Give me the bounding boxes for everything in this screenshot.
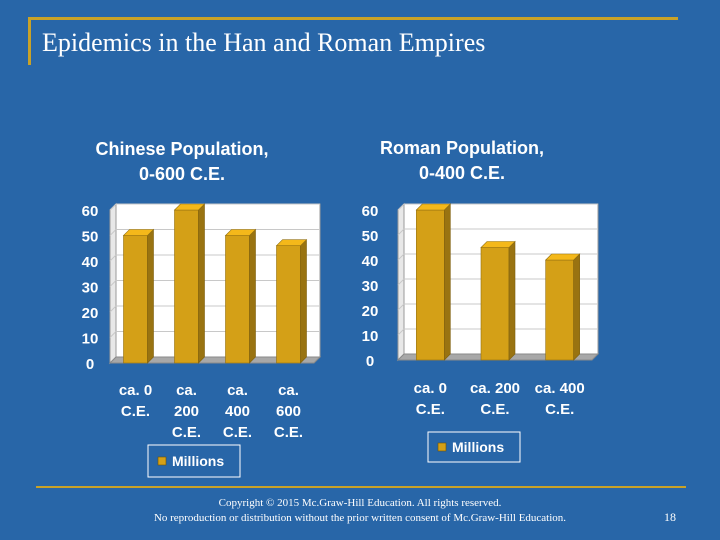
bar-side <box>249 228 256 364</box>
gridline-side <box>109 331 117 338</box>
bar <box>480 247 510 361</box>
gridline-side <box>397 203 405 211</box>
x-tick-label: C.E. <box>416 401 445 418</box>
y-tick-label: 0 <box>366 353 374 370</box>
gridline-side <box>109 203 117 211</box>
chart-title: Chinese Population, <box>95 139 268 159</box>
chart-title: Roman Population, <box>380 138 544 158</box>
bar-side <box>508 240 516 361</box>
copyright-line-1: Copyright © 2015 Mc.Graw-Hill Education.… <box>218 497 502 509</box>
bar <box>225 235 250 364</box>
y-tick-label: 60 <box>362 203 379 220</box>
bar <box>174 209 199 364</box>
y-tick-label: 20 <box>82 305 99 322</box>
legend-swatch <box>157 456 167 466</box>
x-tick-label: C.E. <box>172 424 201 441</box>
x-tick-label: ca. <box>227 382 248 399</box>
bar-side <box>573 253 580 361</box>
title-frame-top <box>28 17 678 20</box>
y-tick-label: 20 <box>362 303 379 320</box>
x-tick-label: C.E. <box>480 401 509 418</box>
gridline-side <box>397 328 405 336</box>
gridline-side <box>397 278 405 286</box>
y-tick-label: 60 <box>82 203 99 220</box>
x-tick-label: ca. <box>278 382 299 399</box>
y-tick-label: 40 <box>362 253 379 270</box>
x-tick-label: ca. <box>176 382 197 399</box>
y-tick-label: 0 <box>86 356 94 373</box>
bar <box>276 245 301 364</box>
bar-top <box>544 253 581 261</box>
x-tick-label: 600 <box>276 403 301 420</box>
copyright-line-2: No reproduction or distribution without … <box>153 512 567 524</box>
bar-top <box>415 203 452 211</box>
gridline-side <box>109 280 117 287</box>
x-tick-label: C.E. <box>121 403 150 420</box>
chart-title: 0-400 C.E. <box>419 163 505 183</box>
bar-side <box>300 238 307 364</box>
x-tick-label: C.E. <box>223 424 252 441</box>
x-tick-label: 200 <box>174 403 199 420</box>
page-number: 18 <box>664 510 676 524</box>
chart-roman-population: 0 10 20 30 40 50 60 ca. 0 C.E. ca. 200 C.E. ca. 400… <box>362 138 600 463</box>
gridline-side <box>397 228 405 236</box>
gridline-side <box>109 229 117 236</box>
legend-box <box>427 431 521 463</box>
x-tick-label: ca. 200 <box>470 380 520 397</box>
bar-top <box>275 239 308 246</box>
bar-side <box>198 203 205 364</box>
bar-side <box>444 203 451 361</box>
y-tick-label: 30 <box>82 280 99 297</box>
y-tick-label: 10 <box>82 331 99 348</box>
bar-top <box>480 241 516 248</box>
x-tick-label: ca. 0 <box>414 380 447 397</box>
legend-label: Millions <box>172 453 224 469</box>
legend-swatch <box>437 442 447 452</box>
legend-label: Millions <box>452 439 504 455</box>
bar-top <box>173 203 206 211</box>
legend-box <box>147 444 241 478</box>
bar <box>545 259 574 361</box>
y-tick-label: 50 <box>82 229 99 246</box>
gridline-side <box>109 254 117 262</box>
footer-rule <box>36 486 686 488</box>
y-tick-label: 10 <box>362 328 379 345</box>
y-tick-label: 50 <box>362 228 379 245</box>
chart-chinese-population: 0 10 20 30 40 50 60 ca. 0 C.E. ca. 200 C.E. ca. 400 C.… <box>82 139 322 478</box>
gridline-side <box>109 305 117 313</box>
chart-title: 0-600 C.E. <box>139 164 225 184</box>
title-frame-left <box>28 17 31 65</box>
y-tick-label: 30 <box>362 278 379 295</box>
bar-top <box>122 229 155 236</box>
bar <box>416 209 445 361</box>
y-tick-label: 40 <box>82 254 99 271</box>
gridline-side <box>397 303 405 311</box>
bar-side <box>147 228 154 364</box>
gridline-side <box>397 253 405 261</box>
x-tick-label: C.E. <box>274 424 303 441</box>
bar-top <box>224 229 257 236</box>
x-tick-label: ca. 400 <box>535 380 585 397</box>
slide-title: Epidemics in the Han and Roman Empires <box>42 28 486 57</box>
x-tick-label: ca. 0 <box>119 382 152 399</box>
x-tick-label: 400 <box>225 403 250 420</box>
x-tick-label: C.E. <box>545 401 574 418</box>
bar <box>123 235 148 364</box>
copyright-notice: Copyright © 2015 Mc.Graw-Hill Education.… <box>100 496 620 526</box>
